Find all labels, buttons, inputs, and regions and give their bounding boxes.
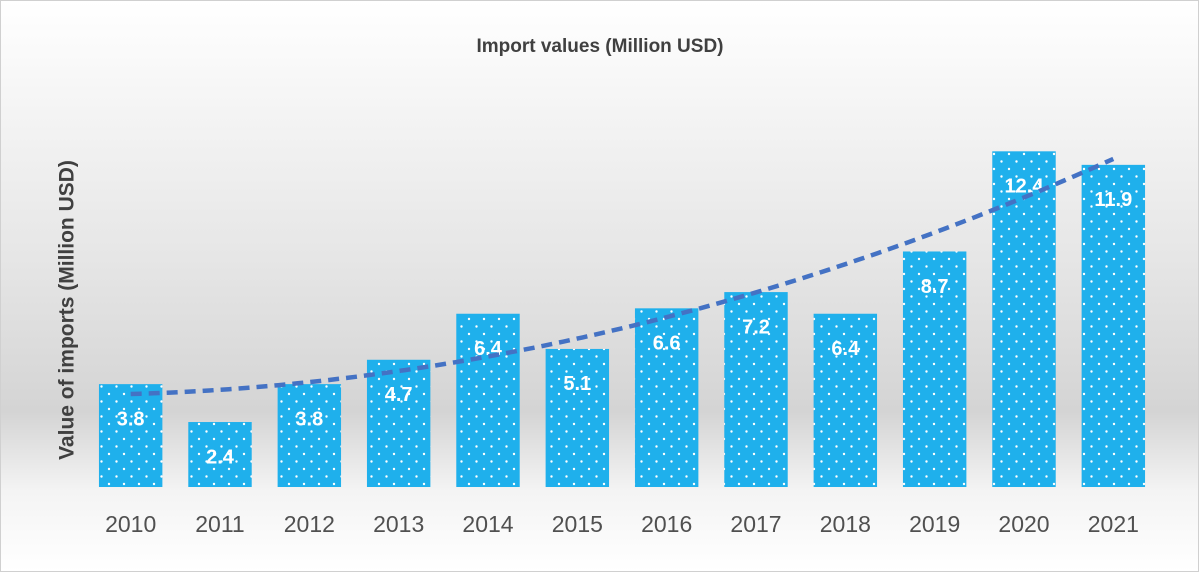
bar xyxy=(1081,164,1146,487)
data-label: 12.4 xyxy=(1005,176,1045,198)
bar xyxy=(98,384,163,487)
x-tick-label: 2010 xyxy=(105,511,156,537)
data-label: 6.6 xyxy=(653,333,681,355)
x-tick-label: 2017 xyxy=(730,511,781,537)
x-tick-label: 2016 xyxy=(641,511,692,537)
data-label: 2.4 xyxy=(206,446,235,468)
data-label: 8.7 xyxy=(921,276,949,298)
x-tick-label: 2020 xyxy=(998,511,1049,537)
x-tick-label: 2021 xyxy=(1088,511,1139,537)
bar xyxy=(366,359,431,487)
bar xyxy=(902,251,967,487)
bar xyxy=(188,422,252,487)
bar xyxy=(992,151,1056,488)
bar xyxy=(634,308,699,487)
x-tick-label: 2015 xyxy=(552,511,603,537)
bar xyxy=(277,384,342,487)
bar xyxy=(724,292,788,487)
data-label: 6.4 xyxy=(831,338,860,360)
y-axis-label: Value of imports (Million USD) xyxy=(56,160,79,460)
bar xyxy=(456,313,520,487)
data-label: 7.2 xyxy=(742,316,770,338)
data-label: 3.8 xyxy=(117,408,145,430)
chart-title: Import values (Million USD) xyxy=(476,36,723,57)
data-label: 3.8 xyxy=(295,408,323,430)
x-tick-label: 2011 xyxy=(195,511,244,537)
trendline xyxy=(130,156,1115,397)
data-label: 11.9 xyxy=(1094,189,1132,211)
x-tick-label: 2014 xyxy=(462,511,513,537)
x-tick-label: 2013 xyxy=(373,511,424,537)
data-label: 5.1 xyxy=(563,373,591,395)
x-tick-label: 2012 xyxy=(284,511,335,537)
bar xyxy=(813,313,878,487)
x-tick-label: 2018 xyxy=(820,511,871,537)
x-tick-label: 2019 xyxy=(909,511,960,537)
bar xyxy=(545,348,610,487)
data-label: 4.7 xyxy=(385,384,413,406)
